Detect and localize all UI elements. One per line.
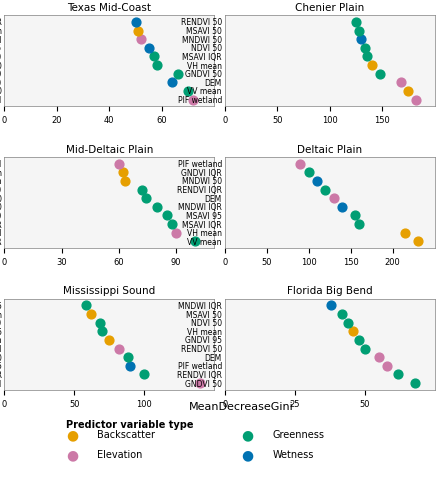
Text: ●: ● — [241, 448, 253, 462]
Point — [397, 78, 404, 86]
Point — [189, 96, 196, 104]
Point — [355, 336, 362, 344]
Point — [361, 44, 368, 52]
Point — [413, 238, 420, 246]
Text: ●: ● — [241, 428, 253, 442]
Point — [141, 370, 148, 378]
Point — [134, 26, 141, 34]
Point — [352, 18, 359, 26]
Point — [115, 344, 122, 352]
Title: Mississippi Sound: Mississippi Sound — [63, 286, 155, 296]
Point — [355, 220, 362, 228]
Text: Backscatter: Backscatter — [96, 430, 154, 440]
Point — [350, 212, 357, 220]
Point — [127, 362, 134, 370]
Point — [137, 35, 144, 43]
Point — [168, 78, 175, 86]
Point — [142, 194, 149, 202]
Text: Predictor variable type: Predictor variable type — [66, 420, 193, 430]
Point — [191, 238, 198, 246]
Point — [349, 328, 356, 336]
Title: Chenier Plain: Chenier Plain — [294, 3, 364, 13]
Title: Mid-Deltaic Plain: Mid-Deltaic Plain — [66, 144, 153, 154]
Point — [82, 302, 89, 310]
Point — [196, 379, 203, 387]
Point — [363, 52, 370, 60]
Point — [404, 87, 411, 95]
Point — [162, 212, 170, 220]
Point — [360, 344, 367, 352]
Point — [411, 96, 418, 104]
Point — [376, 70, 383, 78]
Point — [330, 194, 337, 202]
Point — [338, 203, 345, 211]
Point — [338, 310, 345, 318]
Point — [355, 26, 362, 34]
Point — [313, 177, 320, 185]
Point — [119, 168, 126, 176]
Point — [168, 220, 175, 228]
Point — [321, 186, 328, 194]
Text: Wetness: Wetness — [272, 450, 313, 460]
Text: ●: ● — [66, 448, 78, 462]
Point — [357, 35, 364, 43]
Title: Texas Mid-Coast: Texas Mid-Coast — [67, 3, 151, 13]
Point — [327, 302, 334, 310]
Point — [106, 336, 113, 344]
Point — [115, 160, 122, 168]
Point — [401, 228, 408, 236]
Point — [184, 87, 191, 95]
Point — [296, 160, 303, 168]
Point — [145, 44, 152, 52]
Point — [96, 318, 103, 326]
Point — [99, 328, 106, 336]
Point — [304, 168, 311, 176]
Point — [88, 310, 95, 318]
Point — [121, 177, 128, 185]
Point — [150, 52, 157, 60]
Point — [367, 61, 374, 69]
Point — [394, 370, 401, 378]
Point — [124, 353, 131, 361]
Point — [138, 186, 145, 194]
Point — [153, 203, 160, 211]
Text: Greenness: Greenness — [272, 430, 323, 440]
Point — [153, 61, 160, 69]
Point — [173, 70, 180, 78]
Text: ●: ● — [66, 428, 78, 442]
Point — [172, 228, 179, 236]
Point — [383, 362, 390, 370]
Point — [132, 18, 139, 26]
Text: MeanDecreaseGini: MeanDecreaseGini — [189, 402, 293, 412]
Title: Florida Big Bend: Florida Big Bend — [286, 286, 371, 296]
Point — [374, 353, 381, 361]
Text: Elevation: Elevation — [96, 450, 141, 460]
Point — [410, 379, 417, 387]
Title: Deltaic Plain: Deltaic Plain — [297, 144, 361, 154]
Point — [343, 318, 350, 326]
